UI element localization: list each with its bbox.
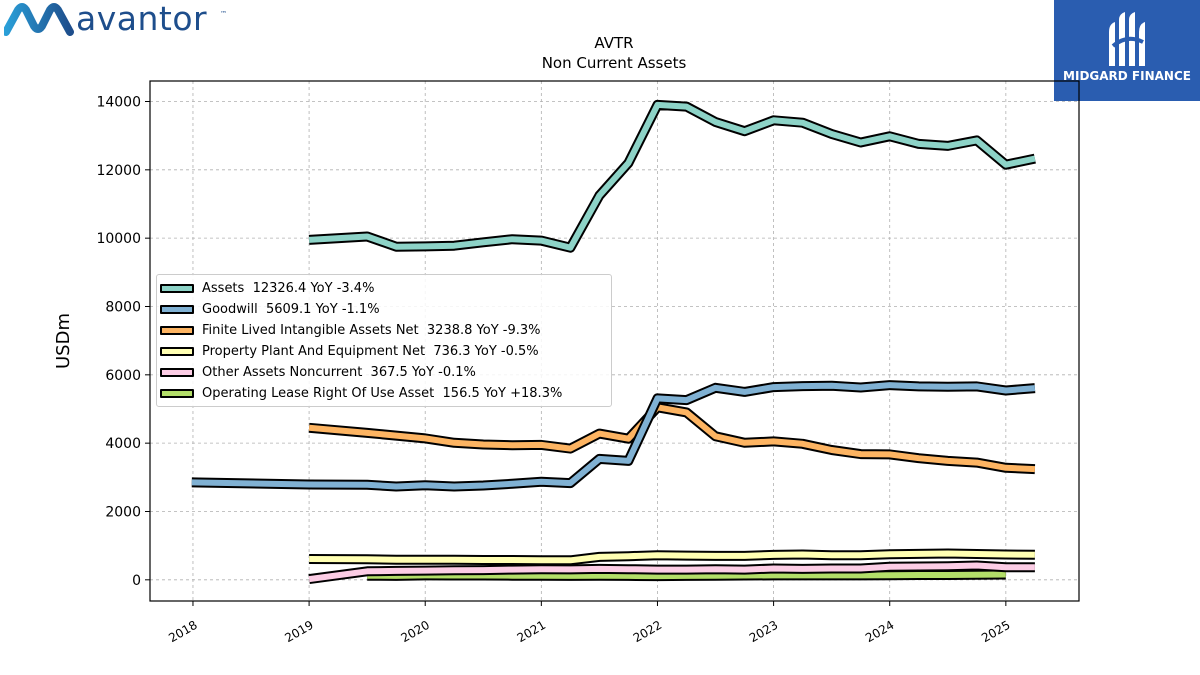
- x-tick-label: 2023: [747, 618, 780, 645]
- legend-item-other: Other Assets Noncurrent 367.5 YoY -0.1%: [160, 363, 476, 381]
- midgard-emblem-icon: [1109, 12, 1145, 66]
- x-tick-label: 2022: [631, 618, 664, 645]
- y-tick-label: 4000: [105, 436, 141, 452]
- legend-item-assets: Assets 12326.4 YoY -3.4%: [160, 279, 374, 297]
- legend-swatch-other: [160, 367, 194, 377]
- midgard-finance-wordmark: MIDGARD FINANCE: [1063, 69, 1191, 83]
- x-tick-label: 2021: [515, 618, 548, 645]
- series-line-lease: [367, 571, 1006, 580]
- legend-label-finite: Finite Lived Intangible Assets Net 3238.…: [202, 322, 541, 338]
- y-tick-label: 8000: [105, 299, 141, 315]
- series-line-finite: [308, 404, 1036, 473]
- plot-frame: [149, 80, 1080, 602]
- series-line-assets: [308, 101, 1036, 251]
- legend-label-ppe: Property Plant And Equipment Net 736.3 Y…: [202, 343, 539, 359]
- legend-label-assets: Assets 12326.4 YoY -3.4%: [202, 280, 375, 296]
- midgard-finance-logo: MIDGARD FINANCE: [1054, 0, 1200, 101]
- y-axis-label: USDm: [53, 313, 74, 369]
- legend-label-goodwill: Goodwill 5609.1 YoY -1.1%: [202, 301, 380, 317]
- legend-label-other: Other Assets Noncurrent 367.5 YoY -0.1%: [202, 364, 476, 380]
- trademark-mark: ™: [220, 10, 227, 18]
- legend-item-goodwill: Goodwill 5609.1 YoY -1.1%: [160, 300, 380, 318]
- legend-swatch-goodwill: [160, 304, 194, 314]
- legend-swatch-finite: [160, 325, 194, 335]
- chart-title: AVTR: [594, 34, 633, 52]
- legend-label-lease: Operating Lease Right Of Use Asset 156.5…: [202, 385, 563, 401]
- y-tick-label: 0: [132, 573, 141, 589]
- y-tick-label: 14000: [96, 94, 141, 110]
- series-line-goodwill: [191, 382, 1036, 490]
- legend-swatch-lease: [160, 388, 194, 398]
- y-tick-label: 10000: [96, 231, 141, 247]
- y-tick-label: 6000: [105, 368, 141, 384]
- x-tick-label: 2020: [398, 618, 431, 645]
- legend-item-finite: Finite Lived Intangible Assets Net 3238.…: [160, 321, 541, 339]
- y-tick-label: 12000: [96, 163, 141, 179]
- legend-item-ppe: Property Plant And Equipment Net 736.3 Y…: [160, 342, 539, 360]
- series-line-other: [308, 562, 1035, 583]
- y-tick-label: 2000: [105, 504, 141, 520]
- x-tick-label: 2025: [979, 618, 1012, 645]
- series-layer: [191, 99, 1036, 585]
- avantor-logo: avantor ™: [4, 0, 244, 38]
- avantor-wordmark: avantor: [76, 0, 208, 38]
- x-tick-label: 2018: [166, 618, 199, 645]
- legend-item-lease: Operating Lease Right Of Use Asset 156.5…: [160, 384, 562, 402]
- chart-subtitle: Non Current Assets: [542, 54, 687, 72]
- avantor-wave-icon: [4, 3, 74, 36]
- chart-legend: Assets 12326.4 YoY -3.4% Goodwill 5609.1…: [156, 274, 612, 407]
- legend-swatch-ppe: [160, 346, 194, 356]
- x-tick-label: 2024: [863, 618, 896, 645]
- legend-swatch-assets: [160, 283, 194, 293]
- series-line-outline-assets: [308, 99, 1036, 253]
- x-tick-label: 2019: [282, 618, 315, 645]
- series-line-ppe: [309, 550, 1035, 564]
